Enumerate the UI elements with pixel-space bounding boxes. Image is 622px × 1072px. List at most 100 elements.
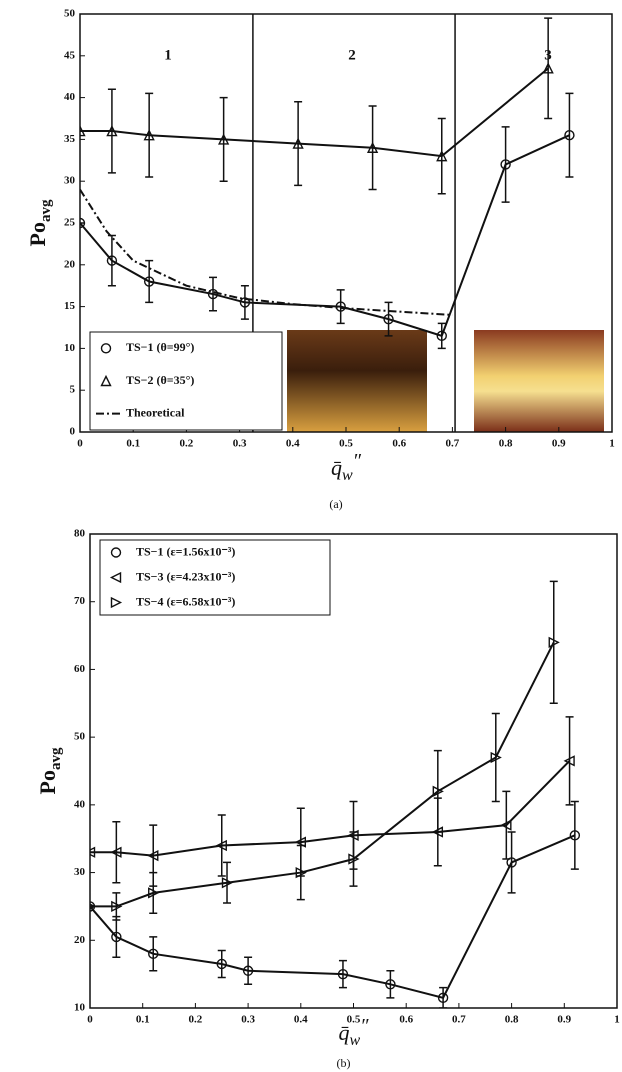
marker <box>111 900 123 913</box>
marker <box>563 755 575 767</box>
error-bar <box>217 949 226 979</box>
label-part: ″ <box>360 1015 369 1037</box>
inset-image <box>474 330 604 432</box>
error-bar <box>544 17 553 120</box>
x-tick-label: 0.3 <box>233 438 247 450</box>
y-tick-label: 0 <box>70 426 76 438</box>
x-tick-label: 0.5 <box>347 1014 361 1026</box>
x-tick-label: 1 <box>614 1014 620 1026</box>
series-line <box>90 641 555 908</box>
y-tick-label: 5 <box>70 384 76 396</box>
marker <box>564 130 575 141</box>
y-tick-label: 30 <box>74 866 86 878</box>
x-tick-label: 0.1 <box>126 438 140 450</box>
x-axis-label: q̄w″ <box>331 450 362 484</box>
error-bar <box>502 790 511 860</box>
marker <box>542 62 554 74</box>
x-tick-label: 0.6 <box>392 438 406 450</box>
error-bar <box>223 861 232 904</box>
legend-label: TS−3 (ε=4.23x10⁻³) <box>136 569 235 583</box>
marker <box>80 217 86 229</box>
y-tick-label: 50 <box>64 8 76 20</box>
x-tick-label: 0.7 <box>446 438 460 450</box>
label-part: q̄ <box>338 1020 349 1045</box>
marker <box>148 948 159 960</box>
error-bar <box>294 101 303 187</box>
error-bar <box>145 92 154 178</box>
error-bar <box>349 831 358 887</box>
error-bar <box>149 936 158 972</box>
x-tick-label: 0.9 <box>557 1014 571 1026</box>
error-bar <box>296 844 305 901</box>
marker <box>216 958 227 970</box>
y-tick-label: 30 <box>64 175 76 187</box>
label-part: w <box>342 467 353 484</box>
series-line <box>80 189 453 316</box>
caption: (a) <box>329 497 342 511</box>
marker <box>437 992 449 1004</box>
marker <box>80 124 86 137</box>
error-bar <box>209 276 217 312</box>
region-label: 1 <box>164 47 172 63</box>
y-tick-label: 40 <box>64 91 76 103</box>
legend-swatch <box>110 547 122 558</box>
error-bar <box>433 749 442 833</box>
marker <box>432 785 444 797</box>
error-bar <box>112 821 121 884</box>
error-bar <box>112 892 121 921</box>
series-line <box>90 760 571 857</box>
marker <box>106 255 118 266</box>
legend-swatch <box>100 343 112 354</box>
label-part: avg <box>48 747 64 770</box>
error-bar <box>565 92 574 178</box>
marker <box>500 159 511 170</box>
y-tick-label: 25 <box>64 217 76 229</box>
label-part: Po <box>35 770 60 794</box>
marker <box>337 968 349 980</box>
x-tick-label: 0.1 <box>136 1014 150 1026</box>
marker <box>110 846 122 858</box>
marker <box>500 819 512 831</box>
y-tick-label: 80 <box>74 528 86 540</box>
y-tick-label: 35 <box>64 133 76 145</box>
plot-data <box>90 580 581 1008</box>
marker <box>239 297 251 308</box>
x-tick-label: 0.5 <box>339 438 353 450</box>
marker <box>294 836 306 848</box>
y-tick-label: 60 <box>74 663 86 675</box>
y-tick-label: 70 <box>74 595 86 607</box>
inset-image <box>287 330 427 432</box>
legend-label: TS−2 (θ=35°) <box>126 373 194 387</box>
y-axis-label: Poavg <box>25 199 54 246</box>
x-axis-label: q̄w″ <box>338 1015 369 1049</box>
legend-swatch <box>109 571 122 584</box>
marker <box>436 330 447 342</box>
x-tick-label: 0.2 <box>189 1014 203 1026</box>
marker <box>569 830 581 841</box>
marker <box>490 751 502 764</box>
marker <box>295 866 307 879</box>
marker <box>366 141 379 153</box>
marker <box>218 133 230 145</box>
error-bar <box>491 712 500 803</box>
caption: (b) <box>337 1056 351 1070</box>
error-bar <box>107 88 116 174</box>
error-bar <box>145 259 154 304</box>
label-part: q̄ <box>331 455 342 480</box>
error-bar <box>240 284 249 320</box>
marker <box>436 150 448 162</box>
marker <box>242 965 254 976</box>
marker <box>143 276 155 287</box>
y-tick-label: 50 <box>74 731 86 743</box>
x-tick-label: 0.7 <box>452 1014 466 1026</box>
marker <box>90 846 96 858</box>
x-tick-label: 0 <box>87 1014 93 1026</box>
marker <box>506 857 517 868</box>
label-part: w <box>349 1032 360 1049</box>
error-bar <box>107 234 116 287</box>
y-tick-label: 45 <box>64 49 76 61</box>
x-tick-label: 0.4 <box>294 1014 308 1026</box>
error-bar <box>437 117 446 195</box>
marker <box>383 313 394 325</box>
marker <box>548 636 560 648</box>
